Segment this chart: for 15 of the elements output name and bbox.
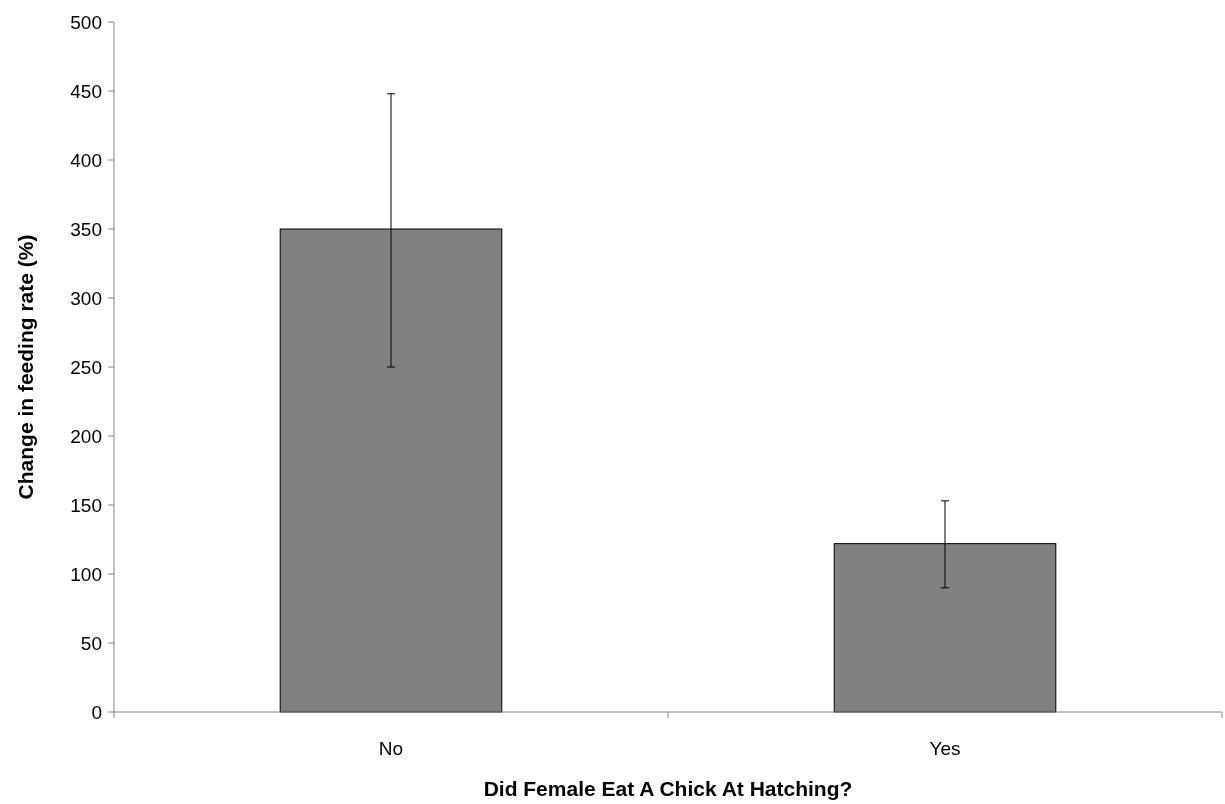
y-tick-label: 500 xyxy=(70,11,102,33)
y-tick-label: 50 xyxy=(80,632,102,654)
y-tick-label: 250 xyxy=(70,356,102,378)
x-tick-label: Yes xyxy=(929,738,961,759)
x-tick-label: No xyxy=(378,738,404,759)
y-tick-label: 200 xyxy=(70,425,102,447)
y-tick-label: 100 xyxy=(70,563,102,585)
y-tick-label: 0 xyxy=(91,701,102,723)
y-axis-title: Change in feeding rate (%) xyxy=(14,234,38,500)
y-tick-label: 350 xyxy=(70,218,102,240)
y-tick-label: 450 xyxy=(70,80,102,102)
y-tick-label: 150 xyxy=(70,494,102,516)
x-axis-title: Did Female Eat A Chick At Hatching? xyxy=(483,777,853,800)
y-tick-label: 300 xyxy=(70,287,102,309)
y-tick-label: 400 xyxy=(70,149,102,171)
